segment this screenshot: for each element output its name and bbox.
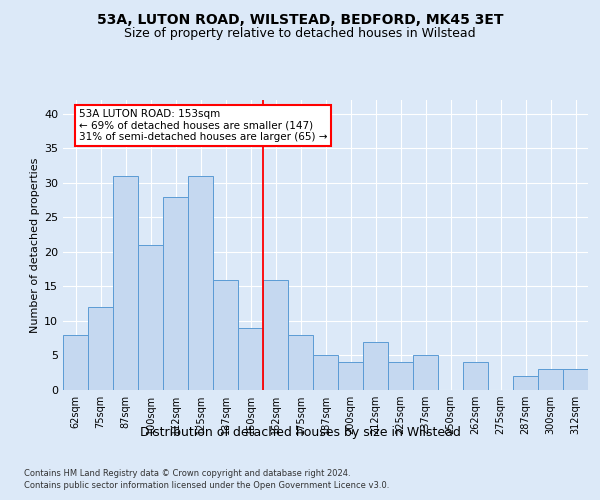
Text: Size of property relative to detached houses in Wilstead: Size of property relative to detached ho… — [124, 28, 476, 40]
Bar — [463, 362, 488, 390]
Y-axis label: Number of detached properties: Number of detached properties — [30, 158, 40, 332]
Bar — [88, 307, 113, 390]
Bar — [63, 335, 88, 390]
Text: Contains public sector information licensed under the Open Government Licence v3: Contains public sector information licen… — [24, 482, 389, 490]
Bar — [413, 356, 438, 390]
Bar — [388, 362, 413, 390]
Text: 53A LUTON ROAD: 153sqm
← 69% of detached houses are smaller (147)
31% of semi-de: 53A LUTON ROAD: 153sqm ← 69% of detached… — [79, 108, 327, 142]
Bar — [538, 370, 563, 390]
Bar — [513, 376, 538, 390]
Bar — [563, 370, 588, 390]
Text: 53A, LUTON ROAD, WILSTEAD, BEDFORD, MK45 3ET: 53A, LUTON ROAD, WILSTEAD, BEDFORD, MK45… — [97, 12, 503, 26]
Bar — [113, 176, 138, 390]
Bar — [188, 176, 213, 390]
Bar — [338, 362, 363, 390]
Text: Distribution of detached houses by size in Wilstead: Distribution of detached houses by size … — [140, 426, 460, 439]
Bar — [313, 356, 338, 390]
Bar — [263, 280, 288, 390]
Bar — [213, 280, 238, 390]
Bar — [363, 342, 388, 390]
Text: Contains HM Land Registry data © Crown copyright and database right 2024.: Contains HM Land Registry data © Crown c… — [24, 470, 350, 478]
Bar — [163, 196, 188, 390]
Bar — [138, 245, 163, 390]
Bar — [238, 328, 263, 390]
Bar — [288, 335, 313, 390]
